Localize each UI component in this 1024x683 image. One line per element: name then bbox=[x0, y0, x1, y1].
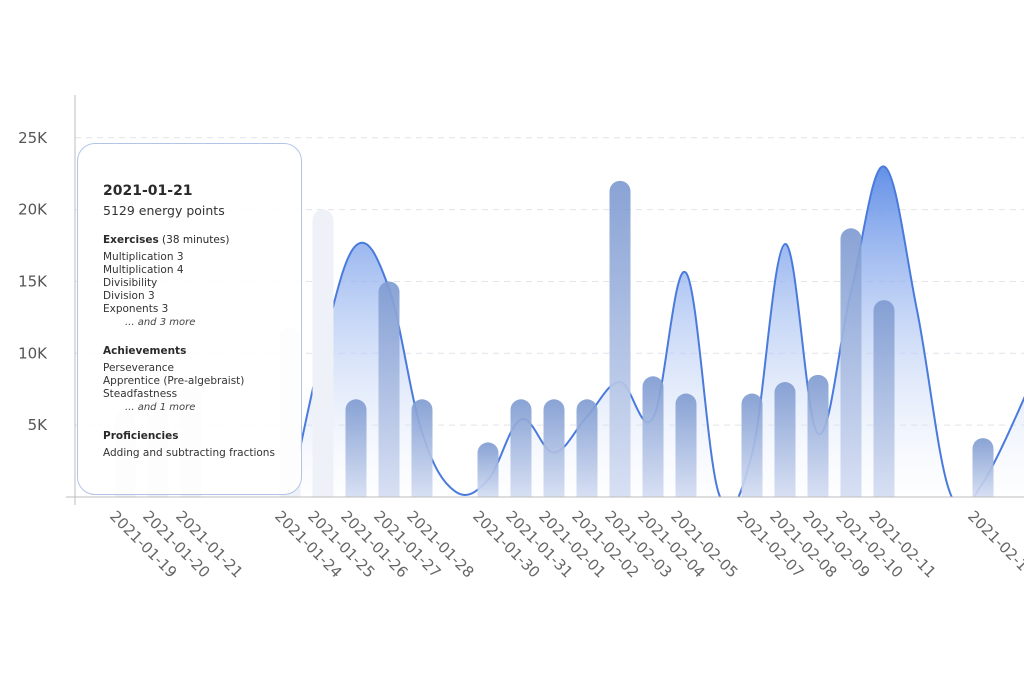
y-tick-label: 15K bbox=[18, 272, 48, 290]
achievement-item: Steadfastness bbox=[103, 388, 178, 400]
y-tick-label: 25K bbox=[18, 129, 48, 147]
exercise-item: Exponents 3 bbox=[103, 303, 169, 315]
bar-2021-01-25 bbox=[312, 209, 334, 497]
exercise-item: Multiplication 3 bbox=[103, 251, 184, 263]
achievement-item: Apprentice (Pre-algebraist) bbox=[103, 375, 245, 387]
bar-2021-02-08 bbox=[774, 382, 796, 497]
bar-2021-01-26 bbox=[345, 399, 367, 497]
exercises-title: Exercises bbox=[103, 234, 159, 246]
bar-2021-02-04 bbox=[642, 376, 664, 497]
bar-2021-02-07 bbox=[741, 393, 763, 497]
achievements-more: ... and 1 more bbox=[125, 402, 196, 413]
bar-2021-01-30 bbox=[477, 442, 499, 497]
y-tick-label: 5K bbox=[28, 416, 49, 434]
proficiencies-title: Proficiencies bbox=[103, 430, 179, 442]
bar-2021-01-31 bbox=[510, 399, 532, 497]
tooltip-achievements: Achievements Perseverance Apprentice (Pr… bbox=[103, 344, 301, 415]
exercise-item: Division 3 bbox=[103, 290, 155, 302]
exercise-item: Divisibility bbox=[103, 277, 158, 289]
tooltip-date: 2021-01-21 bbox=[103, 183, 193, 199]
bar-2021-02-09 bbox=[807, 374, 829, 497]
axes bbox=[66, 95, 1024, 505]
day-tooltip: 2021-01-21 5129 energy points Exercises … bbox=[77, 143, 302, 495]
proficiency-item: Adding and subtracting fractions bbox=[103, 447, 275, 459]
bar-2021-02-11 bbox=[873, 300, 895, 497]
achievements-title: Achievements bbox=[103, 345, 187, 357]
bar-2021-02-05 bbox=[675, 393, 697, 497]
exercises-duration: (38 minutes) bbox=[162, 234, 230, 246]
tooltip-energy-points: 5129 energy points bbox=[103, 203, 225, 218]
tooltip-exercises: Exercises (38 minutes) Multiplication 3 … bbox=[103, 233, 301, 330]
bar-2021-02-02 bbox=[576, 399, 598, 497]
y-tick-label: 20K bbox=[18, 201, 48, 219]
x-tick-label: 2021-02-14 bbox=[964, 507, 1024, 581]
bar-2021-02-03 bbox=[609, 180, 631, 498]
y-tick-label: 10K bbox=[18, 344, 48, 362]
bar-2021-01-28 bbox=[411, 399, 433, 497]
exercise-item: Multiplication 4 bbox=[103, 264, 184, 276]
bar-2021-02-01 bbox=[543, 399, 565, 497]
bar-2021-01-27 bbox=[378, 281, 400, 497]
tooltip-proficiencies: Proficiencies Adding and subtracting fra… bbox=[103, 429, 301, 460]
bar-2021-02-14 bbox=[972, 438, 994, 497]
area-line bbox=[289, 165, 1024, 497]
y-axis-ticks: 5K 10K 15K 20K 25K bbox=[18, 129, 48, 434]
achievement-item: Perseverance bbox=[103, 362, 174, 374]
exercises-more: ... and 3 more bbox=[125, 317, 196, 328]
bar-2021-02-10 bbox=[840, 228, 862, 497]
